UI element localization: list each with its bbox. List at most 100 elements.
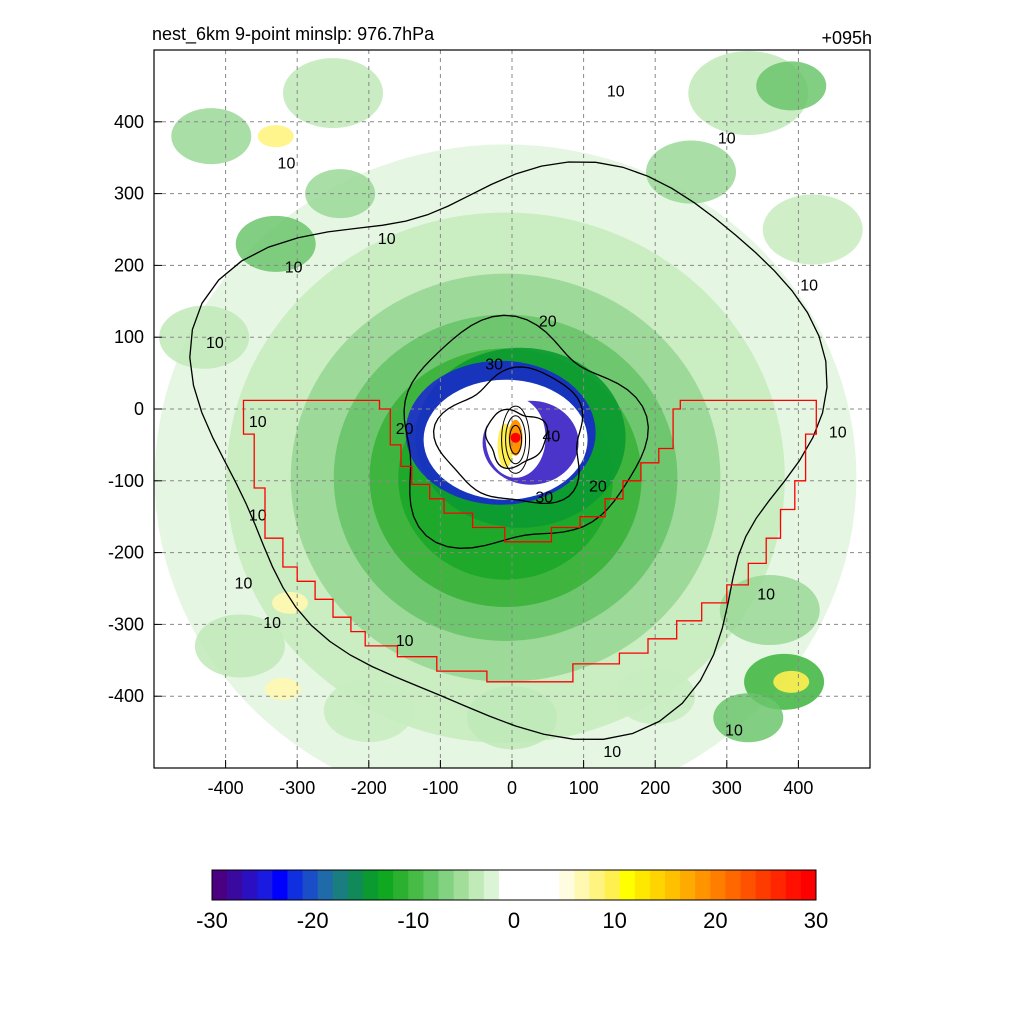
colorbar-tick-label: -10 [397,908,429,933]
colorbar-swatch [332,870,349,900]
colorbar-swatch [438,870,455,900]
positive-patch [773,670,810,693]
rainband-patch [762,194,863,265]
colorbar-swatch [604,870,621,900]
positive-patch [272,591,309,614]
y-tick-label: -400 [108,686,144,706]
colorbar-swatch [483,870,500,900]
colorbar-swatch [544,870,560,900]
rainband-patch [323,679,414,743]
contour-label: 10 [249,414,267,431]
contour-label: 10 [725,723,743,740]
colorbar-swatch [242,870,258,900]
colorbar-swatch [227,870,243,900]
colorbar-swatch [287,870,304,900]
y-tick-label: -100 [108,471,144,491]
x-tick-label: 0 [507,778,517,798]
colorbar-tick-label: 20 [703,908,727,933]
inner-contour [505,415,527,465]
colorbar-swatch [665,870,681,900]
colorbar-ticks: -30 -20 -10 0 10 20 30 [196,908,828,933]
colorbar-swatch [212,870,228,900]
contour-lines [189,161,828,740]
colorbar-swatch [347,870,364,900]
x-tick-label: 200 [640,778,670,798]
contour-label: 10 [285,260,303,277]
x-axis: -400 -300 -200 -100 0 100 200 300 400 [208,760,813,798]
red-domain-outline [242,399,817,683]
colorbar-swatch [619,870,636,900]
rainband-patch [194,614,285,678]
colorbar-swatch [649,870,666,900]
colorbar-swatch [785,870,802,900]
shaded-field: 10 10 10 10 10 10 10 10 10 10 10 10 10 10 10 10 20 20 20 30… [154,50,870,768]
x-tick-label: -300 [279,778,315,798]
colorbar-swatch [272,870,288,900]
contour-line [432,366,584,505]
colorbar-tick-label: 0 [508,908,520,933]
contour-label: 10 [718,130,736,147]
colorbar-swatch [453,870,470,900]
colorbar-swatch [317,870,334,900]
contour-label: 10 [800,278,818,295]
contour-label: 10 [263,615,281,632]
y-tick-label: 400 [114,112,144,132]
storm-center-marker [510,432,521,443]
y-axis: 400 300 200 100 0 -100 -200 -300 -400 [108,112,162,706]
contour-label: 40 [542,428,560,445]
contour-label: 10 [757,586,775,603]
colorbar-swatch [257,870,273,900]
rainband-patch [713,693,784,743]
rainband-patch [646,140,736,204]
colorbar-swatch [634,870,651,900]
y-tick-label: 0 [134,399,144,419]
y-tick-label: 200 [114,255,144,275]
x-tick-label: -400 [208,778,244,798]
contour-labels: 10 10 10 10 10 10 10 10 10 10 10 10 10 10 10 10 20 20 20 30… [206,84,847,762]
y-tick-label: -300 [108,614,144,634]
colorbar-swatch [574,870,590,900]
contour-line [189,161,828,740]
colorbar-swatch [755,870,772,900]
colorbar-swatch [514,870,530,900]
colorbar-swatch [740,870,757,900]
colorbar-tick-label: -20 [297,908,329,933]
colorbar-frame [211,869,817,901]
rainband-patch [615,668,696,725]
positive-patch [264,678,301,701]
colorbar-swatch [393,870,409,900]
contour-label: 10 [278,155,296,172]
x-tick-label: 300 [712,778,742,798]
colorbar-swatch [529,870,545,900]
contour-label: 30 [485,357,503,374]
inner-contour [509,424,523,455]
colorbar-swatch [710,870,726,900]
colorbar-tick-label: -30 [196,908,228,933]
contour-label: 10 [607,84,625,101]
contour-line [403,314,649,549]
colorbar-swatch [589,870,606,900]
colorbar [211,869,817,901]
contour-label: 10 [603,744,621,761]
contour-line [484,408,549,470]
y-tick-label: -200 [108,543,144,563]
x-tick-label: 400 [783,778,813,798]
colorbar-tick-label: 30 [804,908,828,933]
colorbar-swatch [423,870,439,900]
colorbar-swatch [468,870,485,900]
colorbar-swatch [725,870,741,900]
contour-label: 20 [539,313,557,330]
colorbar-swatch [302,870,319,900]
colorbar-swatch [800,870,817,900]
contour-label: 20 [396,421,414,438]
colorbar-swatch [559,870,575,900]
x-tick-label: -100 [422,778,458,798]
colorbar-swatch [408,870,424,900]
rainband-patch [719,575,820,646]
y-tick-label: 300 [114,184,144,204]
forecast-hour-label: +095h [821,28,872,48]
colorbar-swatch [695,870,711,900]
rainband-patch [283,58,383,129]
x-tick-label: -200 [351,778,387,798]
